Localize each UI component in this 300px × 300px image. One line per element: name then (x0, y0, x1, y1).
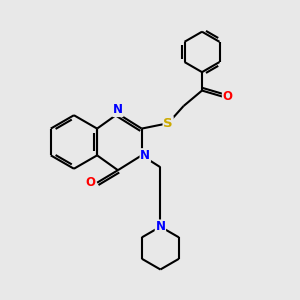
Text: O: O (223, 90, 232, 103)
Text: S: S (163, 117, 173, 130)
Text: N: N (113, 103, 123, 116)
Text: N: N (155, 220, 165, 233)
Text: N: N (140, 149, 150, 162)
Text: O: O (85, 176, 96, 189)
